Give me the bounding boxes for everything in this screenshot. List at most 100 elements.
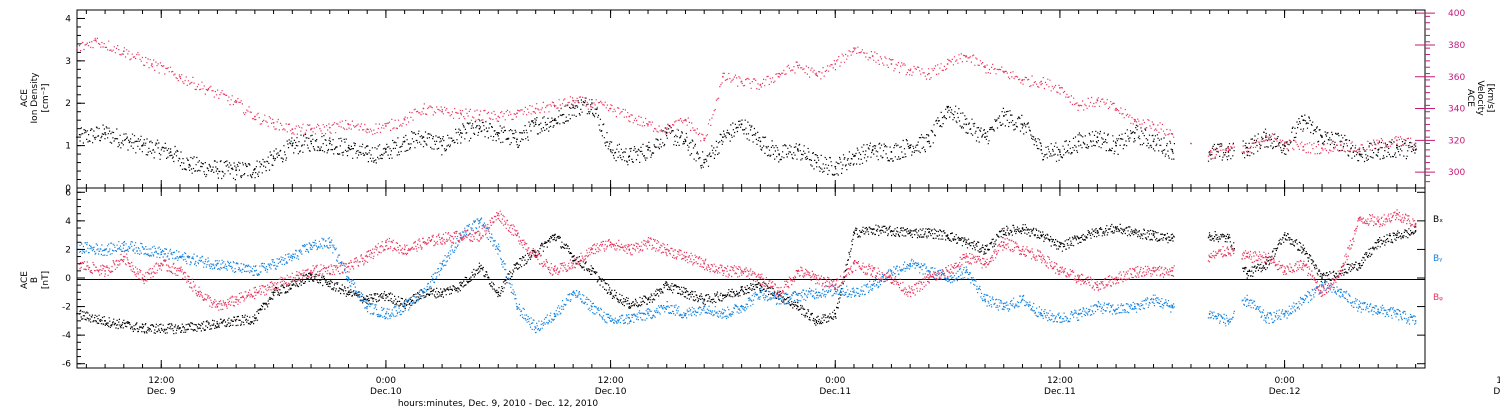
bx-data-point [1208, 234, 1211, 237]
by-data-point [328, 241, 331, 244]
by-data-point [1040, 312, 1043, 315]
by-data-point [1208, 312, 1211, 315]
bz-data-point [141, 277, 144, 279]
b-tick-label: -2 [62, 303, 71, 313]
by-data-point [703, 305, 706, 308]
density-data-point [572, 106, 574, 109]
series-density [76, 97, 1417, 181]
by-data-point [722, 312, 724, 315]
bx-data-point [834, 312, 837, 315]
bx-data-point [796, 305, 799, 308]
by-data-point [778, 298, 780, 301]
bx-data-point [254, 317, 256, 319]
density-ylabel-2: Ion Density [30, 72, 40, 124]
bx-data-point [628, 302, 631, 305]
density-tick-label: 1 [65, 142, 71, 152]
bz-data-point [235, 298, 238, 301]
bx-data-point [328, 282, 331, 285]
bz-data-point [684, 255, 687, 258]
velocity-tick-label: 320 [1448, 136, 1465, 146]
density-data-point [1152, 140, 1155, 143]
bz-data-point [1096, 284, 1099, 286]
by-data-point [1396, 312, 1398, 315]
velocity-data-point [553, 104, 556, 107]
bz-data-point [179, 270, 181, 272]
velocity-data-point [665, 128, 668, 131]
by-data-point [179, 255, 181, 258]
density-data-point [534, 123, 537, 126]
bx-data-point [1246, 272, 1248, 275]
bx-data-point [1396, 234, 1398, 237]
by-data-point [385, 312, 387, 315]
bz-data-point [1246, 255, 1248, 258]
velocity-data-point [76, 47, 78, 49]
b-ylabel-1: ACE [20, 271, 30, 289]
bx-data-point [272, 291, 275, 294]
by-data-point [347, 277, 350, 279]
by-data-point [1152, 298, 1155, 301]
by-data-point [1077, 312, 1080, 315]
bz-data-point [422, 241, 425, 244]
bz-data-point [665, 248, 668, 251]
date-tick-label: Dec.12 [1493, 387, 1500, 397]
bx-data-point [684, 291, 687, 294]
velocity-data-point [909, 69, 911, 72]
by-data-point [497, 248, 500, 251]
velocity-tick-label: 340 [1448, 105, 1465, 115]
density-data-point [1265, 136, 1267, 139]
velocity-data-point [1227, 147, 1230, 150]
bz-data-point [1152, 270, 1155, 272]
by-data-point [1377, 308, 1380, 311]
velocity-tick-label: 380 [1448, 41, 1465, 51]
by-data-point [815, 291, 818, 294]
density-data-point [328, 142, 331, 145]
bx-data-point [984, 248, 986, 251]
bz-data-point [254, 291, 256, 294]
velocity-data-point [478, 114, 481, 116]
velocity-data-point [1021, 79, 1024, 81]
date-tick-label: Dec.11 [819, 387, 851, 397]
velocity-data-point [1377, 142, 1380, 145]
velocity-data-point [928, 72, 930, 75]
density-data-point [254, 168, 256, 170]
bz-data-point [1077, 277, 1080, 279]
velocity-data-point [1133, 120, 1136, 123]
by-data-point [1302, 298, 1305, 301]
date-tick-label: Dec.12 [1269, 387, 1301, 397]
bz-data-point [909, 291, 911, 294]
density-data-point [478, 127, 481, 130]
bx-data-point [890, 230, 893, 232]
time-tick-label: 12:00 [598, 376, 624, 386]
by-data-point [984, 298, 986, 301]
date-tick-label: Dec.10 [595, 387, 627, 397]
by-data-point [254, 270, 256, 272]
bz-data-point [1115, 277, 1117, 279]
density-data-point [890, 151, 893, 153]
velocity-data-point [272, 121, 275, 124]
bx-data-point [1021, 227, 1024, 229]
legend-bz: Bᵩ [1433, 293, 1443, 303]
density-data-point [834, 165, 837, 168]
bz-data-point [347, 265, 350, 268]
velocity-data-point [347, 123, 350, 126]
bz-data-point [1133, 270, 1136, 272]
velocity-data-point [366, 128, 369, 131]
velocity-data-point [1358, 147, 1361, 150]
density-data-point [703, 161, 706, 164]
time-tick-label: 12:00 [148, 376, 174, 386]
time-axis-label: hours:minutes, Dec. 9, 2010 - Dec. 12, 2… [398, 399, 598, 409]
density-data-point [647, 149, 649, 151]
bz-data-point [1265, 255, 1267, 258]
date-tick-label: Dec. 9 [147, 387, 176, 397]
bx-data-point [1133, 231, 1136, 234]
density-data-point [665, 132, 668, 134]
time-tick-label: 0:00 [376, 376, 396, 386]
bx-data-point [104, 320, 106, 322]
b-tick-label: 2 [65, 245, 71, 255]
velocity-data-point [609, 107, 612, 110]
series-density-points [78, 97, 1417, 181]
bz-data-point [722, 270, 724, 272]
density-data-point [403, 140, 406, 143]
bx-data-point [403, 302, 406, 305]
